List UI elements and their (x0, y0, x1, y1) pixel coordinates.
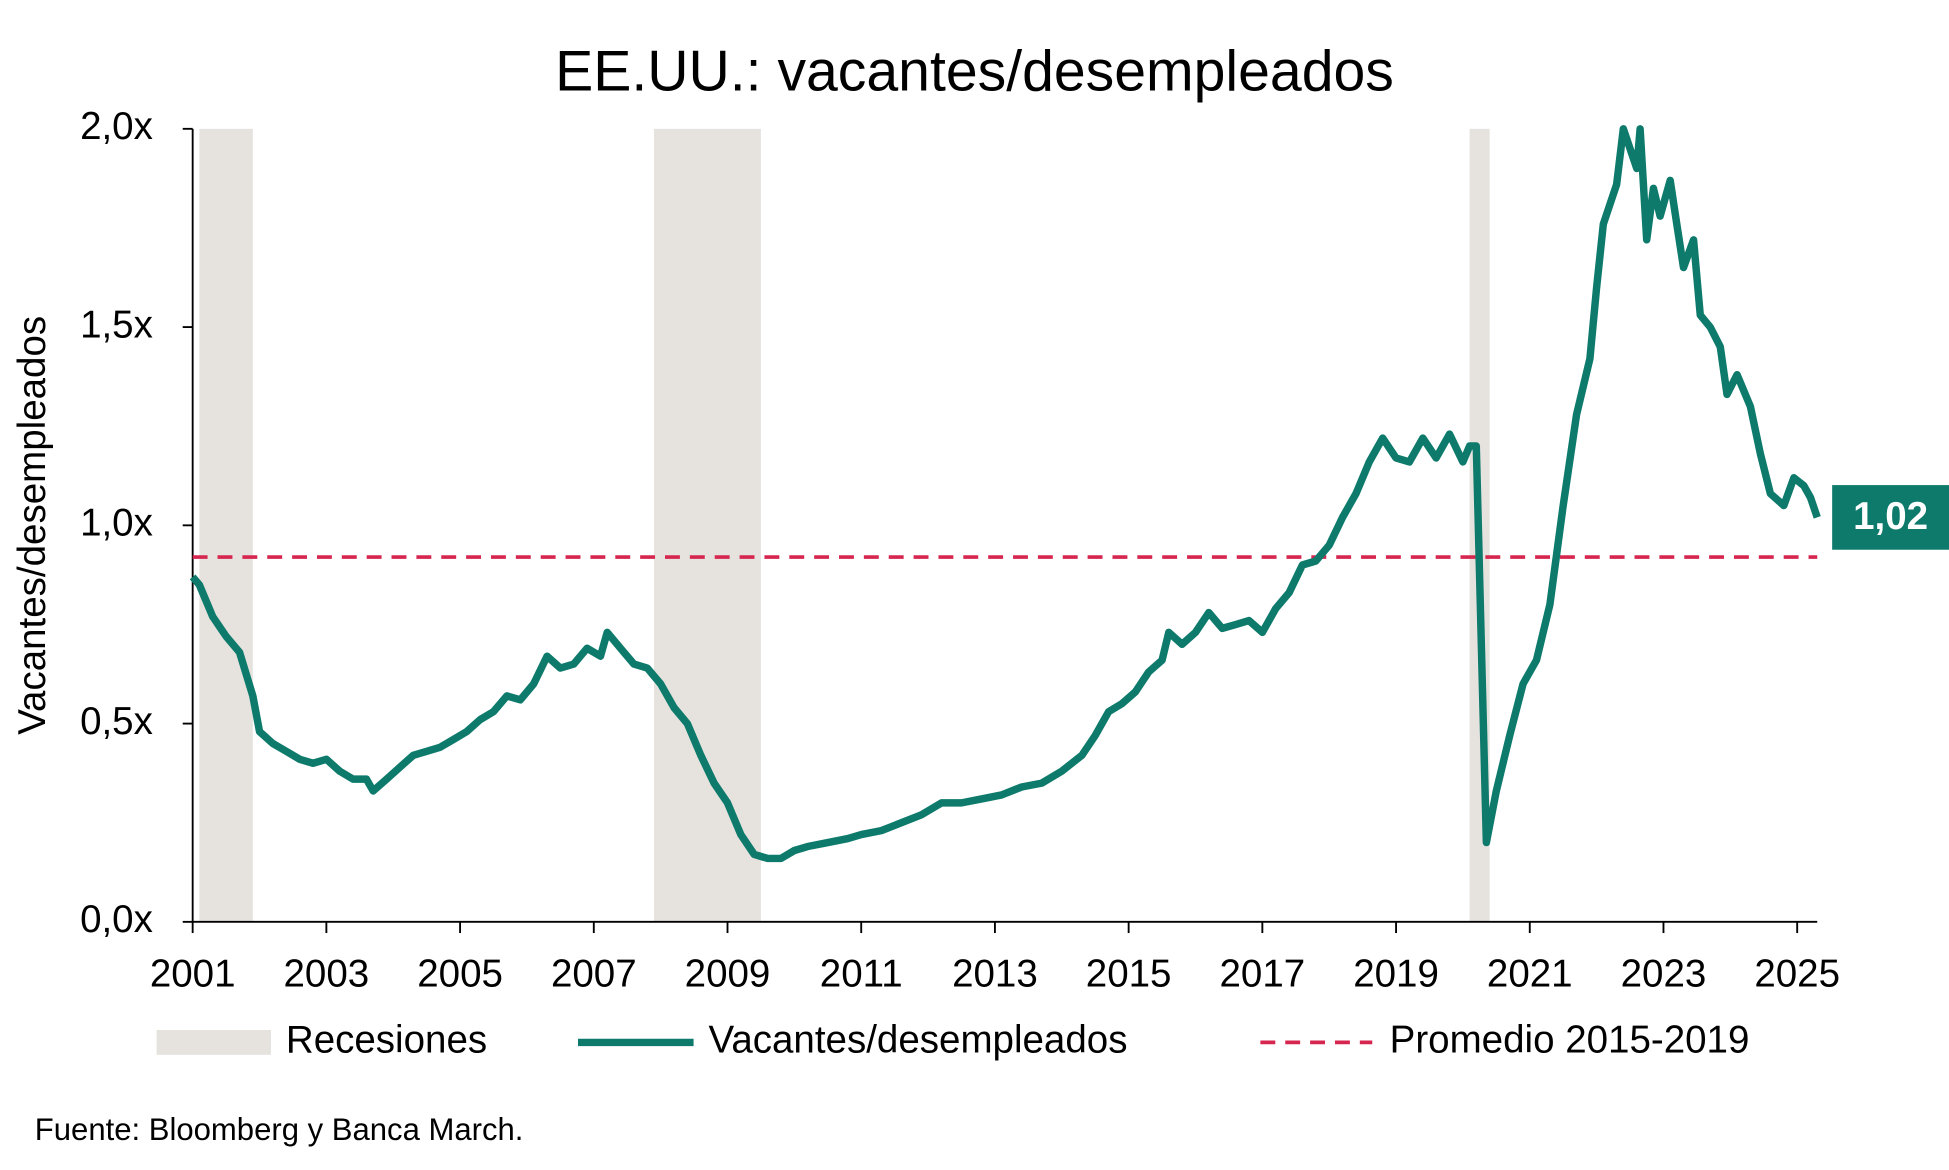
legend-swatch (156, 1029, 271, 1055)
x-tick-label: 2007 (551, 953, 637, 996)
value-label: 1,02 (1853, 495, 1928, 538)
legend-label: Promedio 2015-2019 (1390, 1019, 1750, 1062)
value-label-box (1832, 485, 1949, 550)
y-axis-label: Vacantes/desempleados (11, 316, 54, 735)
y-tick-label: 2,0x (80, 105, 153, 148)
series-line (189, 125, 1821, 863)
x-tick-label: 2005 (417, 953, 503, 996)
recession-band (199, 128, 253, 922)
x-tick-label: 2015 (1086, 953, 1172, 996)
x-tick-label: 2009 (685, 953, 771, 996)
recession-band (653, 128, 761, 922)
source: Fuente: Bloomberg y Banca March. (35, 1112, 524, 1147)
legend-label: Vacantes/desempleados (709, 1019, 1128, 1062)
chart-title: EE.UU.: vacantes/desempleados (555, 39, 1394, 103)
x-tick-label: 2017 (1220, 953, 1306, 996)
y-tick-label: 0,0x (80, 898, 153, 941)
x-tick-label: 2003 (284, 953, 370, 996)
x-tick-label: 2013 (952, 953, 1038, 996)
x-tick-label: 2023 (1621, 953, 1707, 996)
x-tick-label: 2011 (820, 953, 903, 996)
x-tick-label: 2021 (1487, 953, 1573, 996)
x-tick-label: 2001 (150, 953, 236, 996)
y-tick-label: 1,0x (80, 502, 153, 545)
legend-label: Recesiones (286, 1019, 487, 1062)
x-tick-label: 2025 (1754, 953, 1840, 996)
x-tick-label: 2019 (1353, 953, 1439, 996)
y-tick-label: 1,5x (80, 303, 153, 346)
y-tick-label: 0,5x (80, 700, 153, 743)
